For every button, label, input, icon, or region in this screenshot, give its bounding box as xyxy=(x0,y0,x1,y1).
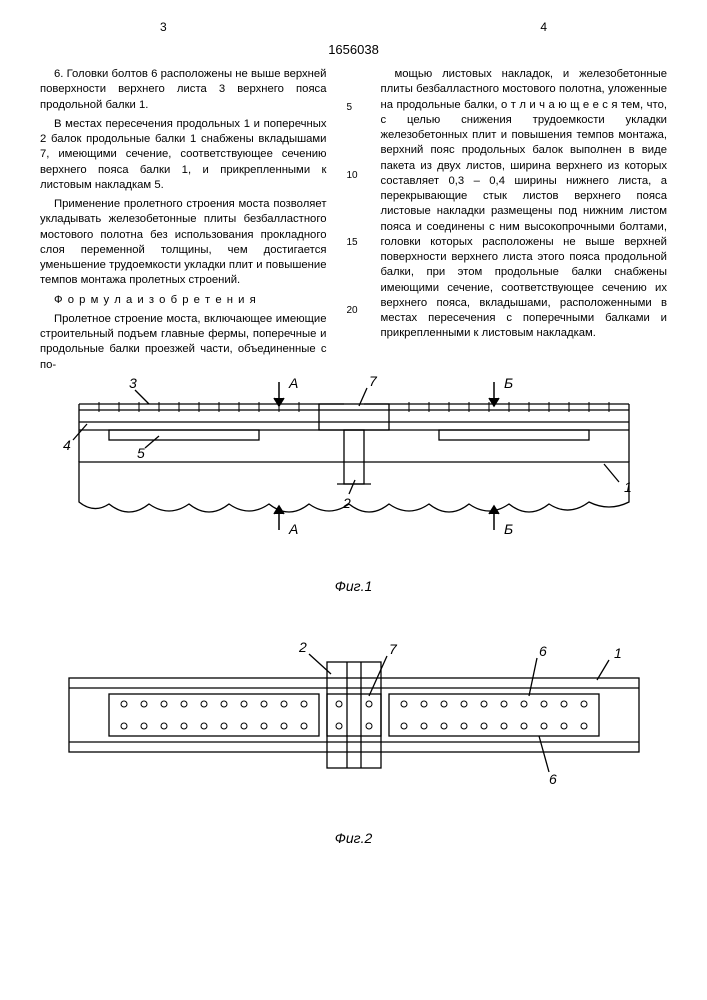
callout-5: 5 xyxy=(137,445,145,461)
formula-title: Ф о р м у л а и з о б р е т е н и я xyxy=(40,293,327,308)
callout-1: 1 xyxy=(624,479,632,495)
line-marker: 10 xyxy=(347,169,361,183)
figure-1-label: Фиг.1 xyxy=(40,578,667,594)
col2-para1: мощью листовых накладок, и железобетонны… xyxy=(381,67,668,342)
figures-area: 3 7 4 5 2 1 А А Б Б Фиг.1 xyxy=(40,352,667,846)
line-marker: 5 xyxy=(347,101,361,115)
callout-7: 7 xyxy=(369,373,378,389)
col1-para4: Пролетное строение моста, включающее име… xyxy=(40,312,327,373)
callout-1: 1 xyxy=(614,645,622,661)
text-columns: 6. Головки болтов 6 расположены не выше … xyxy=(40,67,667,327)
page-number-right: 4 xyxy=(540,20,667,34)
callout-6: 6 xyxy=(539,643,547,659)
section-B-top: Б xyxy=(504,375,513,391)
line-marker: 15 xyxy=(347,236,361,250)
column-left: 6. Головки болтов 6 расположены не выше … xyxy=(40,67,327,327)
callout-6-bot: 6 xyxy=(549,771,557,787)
callout-7: 7 xyxy=(389,641,398,657)
figure-2-label: Фиг.2 xyxy=(40,830,667,846)
document-number: 1656038 xyxy=(40,42,667,57)
section-B-bot: Б xyxy=(504,521,513,537)
line-marker: 20 xyxy=(347,304,361,318)
section-A-top: А xyxy=(288,375,298,391)
callout-2: 2 xyxy=(342,495,351,511)
callout-3: 3 xyxy=(129,375,137,391)
page-numbers-row: 3 4 xyxy=(40,20,667,34)
page-container: 3 4 1656038 6. Головки болтов 6 располож… xyxy=(0,0,707,1000)
column-right: мощью листовых накладок, и железобетонны… xyxy=(381,67,668,327)
figure-1: 3 7 4 5 2 1 А А Б Б xyxy=(49,352,659,552)
line-number-gutter: 5 10 15 20 xyxy=(347,67,361,327)
col1-para1: 6. Головки болтов 6 расположены не выше … xyxy=(40,67,327,113)
figure-2: 2 7 6 1 6 xyxy=(49,634,659,804)
page-number-left: 3 xyxy=(40,20,167,34)
section-A-bot: А xyxy=(288,521,298,537)
col1-para3: Применение пролетного строения моста поз… xyxy=(40,197,327,289)
col1-para2: В местах пересечения продольных 1 и попе… xyxy=(40,117,327,193)
callout-2: 2 xyxy=(298,639,307,655)
callout-4: 4 xyxy=(63,437,71,453)
